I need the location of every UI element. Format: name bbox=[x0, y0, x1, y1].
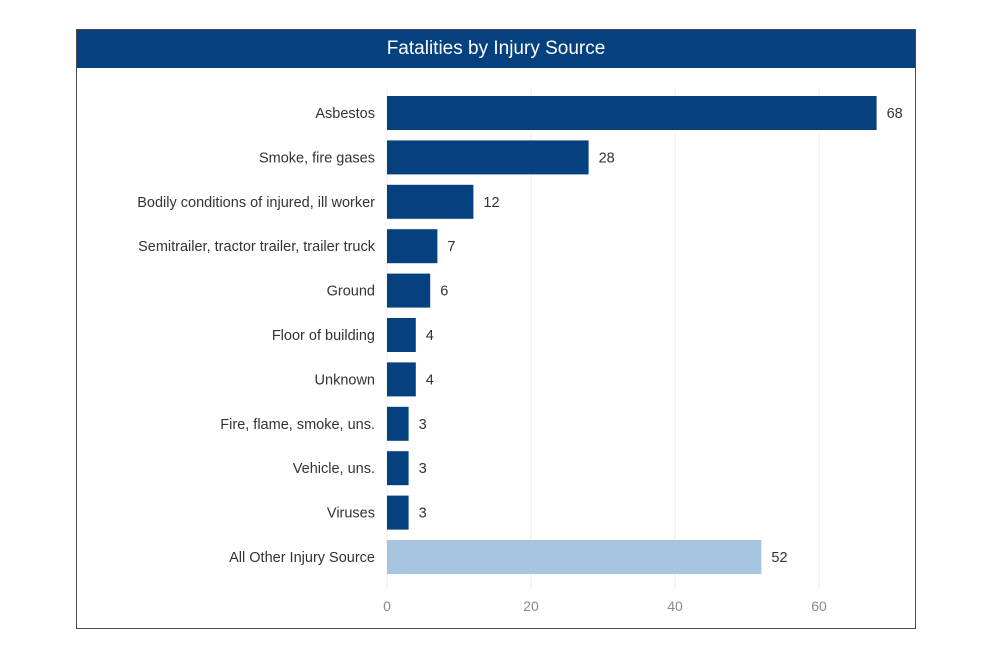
category-label: Ground bbox=[327, 284, 375, 300]
category-label: Semitrailer, tractor trailer, trailer tr… bbox=[138, 239, 376, 255]
bar bbox=[387, 540, 762, 574]
data-label: 52 bbox=[771, 550, 787, 566]
bar bbox=[387, 362, 416, 397]
labels: 0 20 40 60 Asbestos 68 Smoke, fire gases 28 Bodi… bbox=[137, 106, 902, 614]
data-label: 3 bbox=[419, 417, 427, 433]
data-label: 7 bbox=[447, 239, 455, 255]
category-label: Viruses bbox=[327, 506, 375, 522]
bar bbox=[387, 96, 877, 130]
x-tick-label: 20 bbox=[523, 598, 539, 614]
data-label: 68 bbox=[887, 106, 903, 122]
bar bbox=[387, 140, 589, 175]
data-label: 12 bbox=[483, 195, 499, 211]
category-label: Vehicle, uns. bbox=[293, 461, 375, 477]
data-label: 28 bbox=[599, 150, 615, 166]
x-tick-label: 40 bbox=[667, 598, 683, 614]
bar bbox=[387, 273, 431, 308]
bar bbox=[387, 318, 416, 352]
data-label: 4 bbox=[426, 328, 434, 344]
category-label: Smoke, fire gases bbox=[259, 150, 375, 166]
category-label: Fire, flame, smoke, uns. bbox=[220, 417, 375, 433]
category-label: Bodily conditions of injured, ill worker bbox=[137, 195, 375, 211]
bar bbox=[387, 451, 409, 486]
x-tick-label: 60 bbox=[811, 598, 827, 614]
bar bbox=[387, 229, 438, 264]
bar bbox=[387, 184, 474, 219]
data-label: 6 bbox=[440, 284, 448, 300]
data-label: 4 bbox=[426, 372, 434, 388]
x-tick-label: 0 bbox=[383, 598, 391, 614]
category-label: Unknown bbox=[315, 372, 375, 388]
bars bbox=[387, 96, 877, 574]
bar bbox=[387, 406, 409, 441]
chart-title: Fatalities by Injury Source bbox=[386, 38, 606, 59]
data-label: 3 bbox=[419, 461, 427, 477]
chart-title-bar: Fatalities by Injury Source bbox=[77, 30, 915, 68]
category-label: Asbestos bbox=[315, 106, 375, 122]
bar bbox=[387, 495, 409, 530]
data-label: 3 bbox=[419, 506, 427, 522]
category-label: All Other Injury Source bbox=[229, 550, 375, 566]
category-label: Floor of building bbox=[272, 328, 375, 344]
